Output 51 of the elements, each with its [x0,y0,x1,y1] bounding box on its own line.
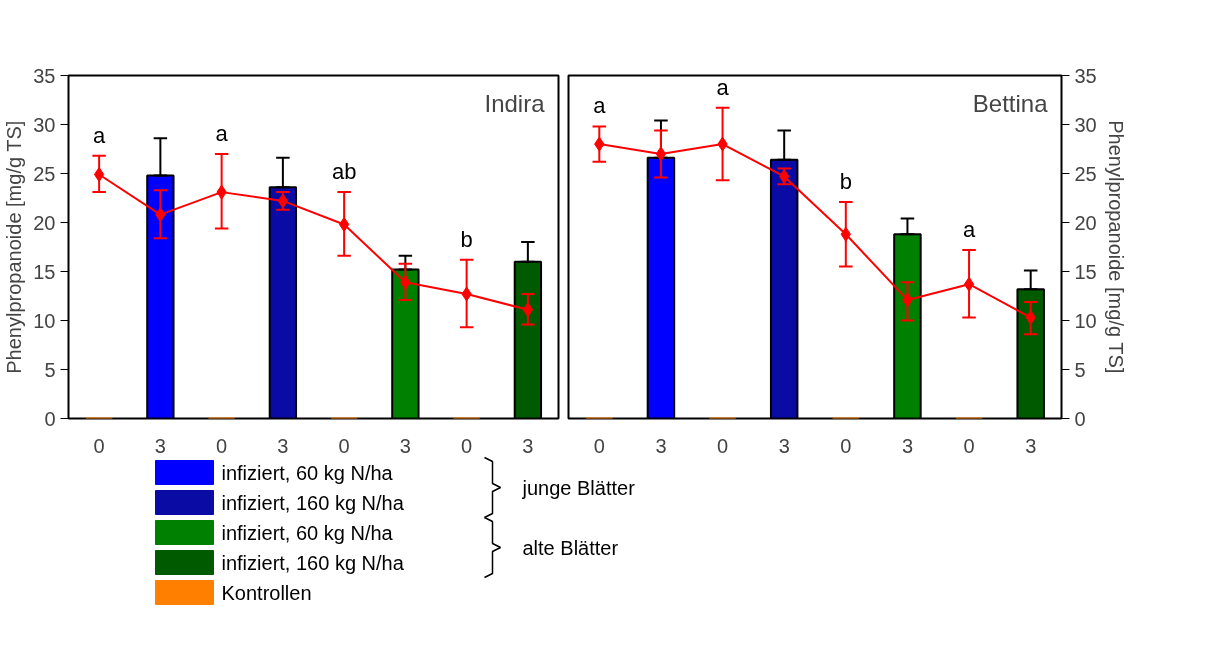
annotation: b [460,226,473,252]
text: Bettina [972,89,1049,117]
text: alte Blätter [522,536,619,559]
legend-label: infiziert, 160 kg N/ha [221,551,405,574]
x-tick-label: 3 [655,434,667,457]
y-tick-label: 15 [1074,260,1097,283]
x-tick-label: 0 [461,434,473,457]
text: junge Blätter [521,476,636,499]
x-tick-label: 0 [338,434,350,457]
y-axis-title: Phenylpropanoide [mg/g TS] [1104,120,1127,374]
y-tick-label: 5 [1074,358,1086,381]
y-tick-label: 5 [44,358,56,381]
annotation: a [593,93,607,119]
annotation: a [93,122,107,148]
y-tick-label: 30 [1074,113,1097,136]
legend-label: Kontrollen [221,581,312,604]
x-tick-label: 0 [93,434,105,457]
x-tick-label: 3 [154,434,166,457]
y-tick-label: 10 [1074,309,1097,332]
y-tick-label: 10 [33,309,56,332]
x-tick-label: 3 [1025,434,1037,457]
annotation: a [962,216,976,242]
x-tick-label: 0 [963,434,975,457]
y-axis-title: Phenylpropanoide [mg/g TS] [3,120,26,374]
x-tick-label: 0 [216,434,228,457]
annotation: ab [331,159,357,185]
y-tick-label: 25 [1074,162,1097,185]
y-tick-label: 0 [1074,407,1086,430]
legend-label: infiziert, 60 kg N/ha [221,521,394,544]
annotation: a [215,120,229,146]
x-tick-label: 0 [717,434,729,457]
y-tick-label: 0 [44,407,56,430]
y-tick-label: 25 [33,162,56,185]
y-tick-label: 35 [33,64,56,87]
x-tick-label: 3 [522,434,534,457]
x-tick-label: 0 [840,434,852,457]
annotation: b [839,168,852,194]
x-tick-label: 3 [399,434,411,457]
text: Indira [484,89,546,117]
y-tick-label: 30 [33,113,56,136]
y-tick-label: 20 [33,211,56,234]
y-tick-label: 15 [33,260,56,283]
x-tick-label: 3 [901,434,913,457]
y-tick-label: 35 [1074,64,1097,87]
y-tick-label: 20 [1074,211,1097,234]
x-tick-label: 3 [778,434,790,457]
legend-label: infiziert, 160 kg N/ha [221,491,405,514]
legend-label: infiziert, 60 kg N/ha [221,461,394,484]
x-tick-label: 0 [593,434,605,457]
x-tick-label: 3 [277,434,289,457]
annotation: a [716,74,730,100]
